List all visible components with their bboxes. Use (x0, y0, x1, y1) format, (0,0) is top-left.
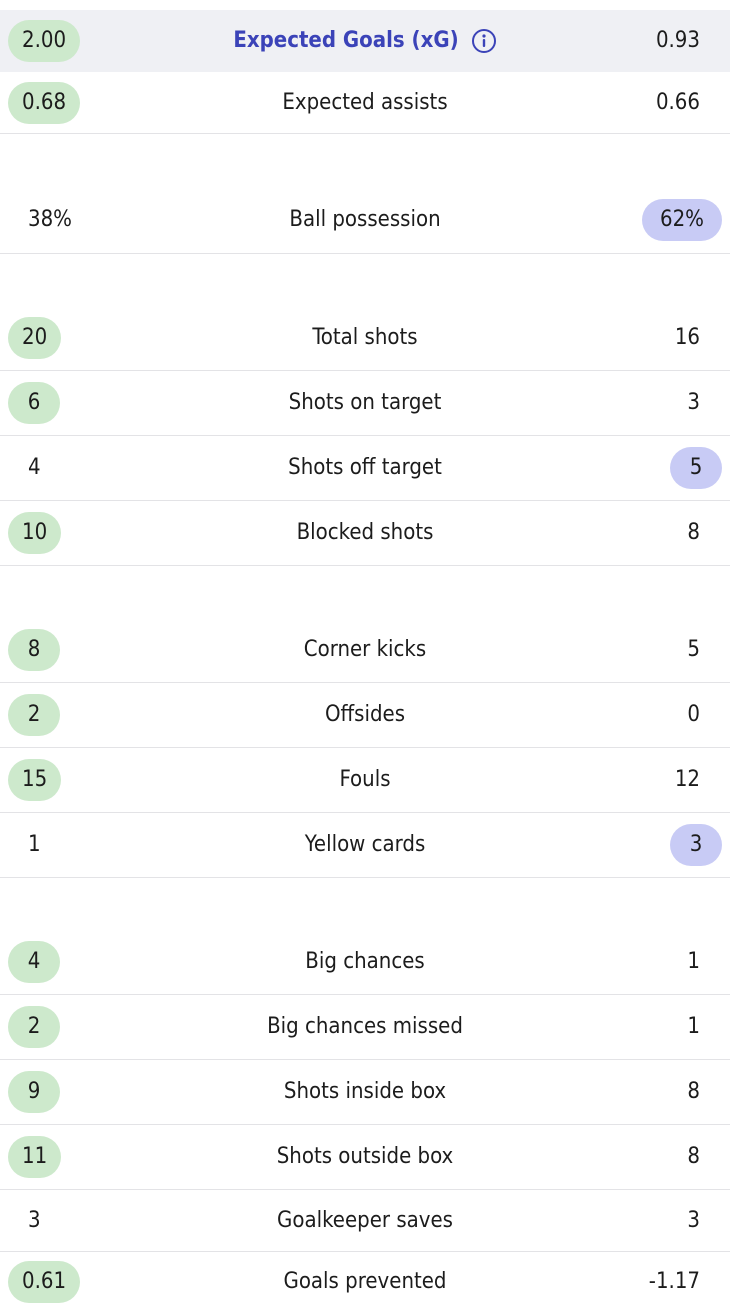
stat-label: Shots on target (288, 390, 442, 415)
stat-row-big-chances-missed: 2 Big chances missed 1 (0, 995, 730, 1060)
stat-row-expected-goals: 2.00 Expected Goals (xG) 0.93 (0, 10, 730, 72)
stat-label: Big chances missed (267, 1014, 463, 1039)
away-value: -1.17 (648, 1269, 700, 1294)
home-value: 9 (8, 1071, 60, 1113)
stat-row-ball-possession: 38% Ball possession 62% (0, 186, 730, 254)
home-value: 15 (8, 759, 62, 801)
home-value: 2 (8, 1006, 60, 1048)
home-value: 11 (8, 1136, 62, 1178)
stat-label: Ball possession (289, 206, 441, 232)
stat-row-corner-kicks: 8 Corner kicks 5 (0, 618, 730, 683)
home-value: 4 (28, 455, 41, 480)
stat-row-yellow-cards: 1 Yellow cards 3 (0, 813, 730, 878)
info-icon[interactable] (471, 28, 497, 54)
stat-row-total-shots: 20 Total shots 16 (0, 306, 730, 371)
away-value: 12 (674, 767, 700, 792)
stat-label: Goals prevented (283, 1269, 447, 1294)
stat-row-shots-outside-box: 11 Shots outside box 8 (0, 1125, 730, 1190)
stat-row-blocked-shots: 10 Blocked shots 8 (0, 501, 730, 566)
away-value: 3 (687, 1207, 700, 1233)
away-value: 16 (674, 325, 700, 350)
home-value: 6 (8, 382, 60, 424)
away-value: 0.93 (655, 28, 700, 53)
home-value: 2 (8, 694, 60, 736)
away-value: 3 (687, 390, 700, 415)
away-value: 3 (670, 824, 722, 866)
stat-row-goals-prevented: 0.61 Goals prevented -1.17 (0, 1252, 730, 1312)
away-value: 1 (687, 1014, 700, 1039)
stat-label: Yellow cards (304, 832, 426, 857)
stat-label: Shots inside box (283, 1079, 447, 1104)
stat-label: Shots off target (288, 455, 442, 480)
home-value: 2.00 (8, 20, 81, 62)
away-value: 0 (687, 702, 700, 727)
home-value: 1 (28, 832, 41, 857)
away-value: 1 (687, 949, 700, 974)
stat-row-big-chances: 4 Big chances 1 (0, 930, 730, 995)
stat-label: Blocked shots (296, 520, 434, 545)
home-value: 0.68 (8, 81, 81, 124)
stat-row-fouls: 15 Fouls 12 (0, 748, 730, 813)
home-value: 8 (8, 629, 60, 671)
stat-label: Big chances (305, 949, 425, 974)
stat-label: Offsides (324, 702, 406, 727)
home-value: 20 (8, 317, 62, 359)
stat-label: Fouls (339, 767, 391, 792)
away-value: 8 (687, 1144, 700, 1169)
stat-label: Total shots (312, 325, 418, 350)
stat-row-shots-off-target: 4 Shots off target 5 (0, 436, 730, 501)
stat-row-offsides: 2 Offsides 0 (0, 683, 730, 748)
stat-row-expected-assists: 0.68 Expected assists 0.66 (0, 72, 730, 134)
home-value: 38% (28, 206, 72, 232)
home-value: 0.61 (8, 1261, 81, 1303)
home-value: 3 (28, 1207, 41, 1233)
stat-label: Corner kicks (303, 637, 427, 662)
home-value: 10 (8, 512, 62, 554)
stat-label: Shots outside box (276, 1144, 454, 1169)
stat-label: Goalkeeper saves (277, 1207, 453, 1233)
away-value: 8 (687, 520, 700, 545)
stat-row-shots-inside-box: 9 Shots inside box 8 (0, 1060, 730, 1125)
away-value: 5 (687, 637, 700, 662)
stat-row-shots-on-target: 6 Shots on target 3 (0, 371, 730, 436)
stat-label: Expected assists (282, 89, 448, 115)
away-value: 62% (642, 198, 722, 241)
stat-label: Expected Goals (xG) (0, 28, 730, 54)
away-value: 8 (687, 1079, 700, 1104)
home-value: 4 (8, 941, 60, 983)
away-value: 0.66 (655, 89, 700, 115)
stat-row-goalkeeper-saves: 3 Goalkeeper saves 3 (0, 1190, 730, 1252)
away-value: 5 (670, 447, 722, 489)
